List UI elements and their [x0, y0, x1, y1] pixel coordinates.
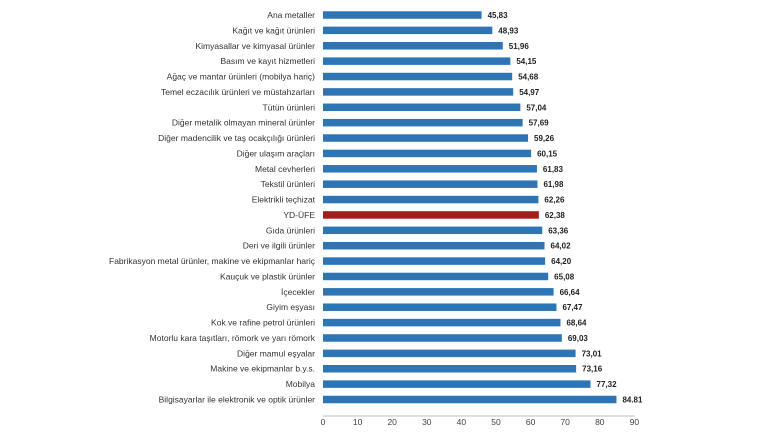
value-label: 73,16 — [582, 365, 603, 374]
category-label: Tütün ürünleri — [263, 102, 316, 112]
value-label: 54,97 — [519, 88, 540, 97]
category-label: Kauçuk ve plastik ürünler — [220, 271, 315, 281]
x-tick-label: 70 — [560, 417, 570, 427]
value-label: 65,08 — [554, 272, 575, 281]
bar — [323, 334, 562, 342]
category-label: İçecekler — [281, 287, 315, 297]
bar — [323, 241, 545, 250]
x-tick-label: 10 — [353, 417, 363, 427]
bar — [323, 303, 557, 311]
bar — [323, 72, 513, 81]
value-label: 60,15 — [537, 149, 558, 158]
category-label: Fabrikasyon metal ürünler, makine ve eki… — [109, 256, 316, 266]
bar — [323, 42, 503, 50]
value-label: 63,36 — [548, 226, 569, 235]
bar — [323, 380, 591, 388]
value-label: 61,98 — [543, 180, 564, 189]
value-label: 61,83 — [543, 165, 564, 174]
category-label: Tekstil ürünleri — [261, 179, 315, 189]
x-tick-label: 60 — [526, 417, 536, 427]
category-label: Diğer madencilik ve taş ocakçılığı ürünl… — [158, 133, 315, 143]
x-tick-label: 80 — [595, 417, 605, 427]
category-label: Elektrikli teçhizat — [252, 195, 316, 205]
x-tick-label: 90 — [630, 417, 640, 427]
category-label: Ağaç ve mantar ürünleri (mobilya hariç) — [167, 72, 316, 82]
bar — [323, 88, 514, 96]
bar — [323, 257, 546, 265]
bar-highlight — [323, 211, 539, 219]
category-label: Kimyasallar ve kimyasal ürünler — [195, 41, 315, 51]
bar — [323, 103, 521, 112]
category-label: YD-ÜFE — [283, 210, 315, 220]
category-label: Diğer metalik olmayan mineral ürünler — [172, 118, 315, 128]
category-label: Metal cevherleri — [255, 164, 315, 174]
value-label: 66,64 — [560, 288, 581, 297]
category-label: Temel eczacılık ürünleri ve müstahzarlar… — [161, 87, 315, 97]
value-label: 51,96 — [509, 42, 530, 51]
bar — [323, 395, 617, 404]
bar — [323, 318, 561, 327]
value-label: 48,93 — [498, 26, 519, 35]
x-tick-label: 30 — [422, 417, 432, 427]
category-label: Gıda ürünleri — [266, 225, 315, 235]
x-tick-label: 20 — [387, 417, 397, 427]
category-label: Deri ve ilgili ürünler — [243, 241, 315, 251]
category-label: Motorlu kara taşıtları, römork ve yarı r… — [150, 333, 316, 343]
bar — [323, 349, 576, 358]
value-label: 59,26 — [534, 134, 555, 143]
x-axis-ticks: 0 10 20 30 40 50 60 70 80 90 — [321, 417, 640, 427]
value-labels: 45,83 48,93 51,96 54,15 54,68 54,97 57,04 57,69… — [488, 11, 643, 405]
category-label: Diğer mamul eşyalar — [237, 348, 315, 358]
category-label: Kok ve rafine petrol ürünleri — [211, 318, 315, 328]
value-label: 57,69 — [529, 119, 550, 128]
value-label: 45,83 — [488, 11, 509, 20]
x-tick-label: 40 — [457, 417, 467, 427]
bar — [323, 364, 577, 373]
value-label: 73,01 — [582, 349, 603, 358]
category-label: Giyim eşyası — [266, 302, 315, 312]
value-label: 77,32 — [597, 380, 618, 389]
bar — [323, 134, 529, 142]
value-label: 64,02 — [551, 242, 572, 251]
bar — [323, 149, 532, 158]
value-label: 62,38 — [545, 211, 566, 220]
bar — [323, 118, 523, 127]
bar — [323, 288, 554, 296]
value-label: 62,26 — [544, 196, 565, 205]
bar — [323, 57, 511, 65]
bar — [323, 165, 537, 173]
value-label: 57,04 — [526, 103, 547, 112]
category-label: Makine ve ekipmanlar b.y.s. — [210, 364, 315, 374]
bar — [323, 272, 549, 281]
bar — [323, 26, 493, 35]
category-label: Diğer ulaşım araçları — [237, 148, 315, 158]
value-label: 64,20 — [551, 257, 572, 266]
value-label: 67,47 — [562, 303, 583, 312]
category-label: Bilgisayarlar ile elektronik ve optik ür… — [159, 395, 316, 405]
value-label: 54,68 — [518, 73, 539, 82]
bars-group — [323, 11, 617, 404]
category-label: Kağıt ve kağıt ürünleri — [232, 25, 315, 35]
category-labels: Ana metaller Kağıt ve kağıt ürünleri Kimya… — [109, 10, 316, 405]
bar — [323, 180, 538, 188]
bar — [323, 195, 539, 204]
bar — [323, 226, 543, 235]
value-label: 69,03 — [568, 334, 589, 343]
bar — [323, 11, 482, 19]
x-tick-label: 50 — [491, 417, 501, 427]
value-label: 68,64 — [566, 319, 587, 328]
category-label: Ana metaller — [267, 10, 315, 20]
category-label: Mobilya — [286, 379, 316, 389]
value-label: 84.81 — [622, 396, 643, 405]
x-tick-label: 0 — [321, 417, 326, 427]
value-label: 54,15 — [516, 57, 537, 66]
category-label: Basım ve kayıt hizmetleri — [221, 56, 316, 66]
